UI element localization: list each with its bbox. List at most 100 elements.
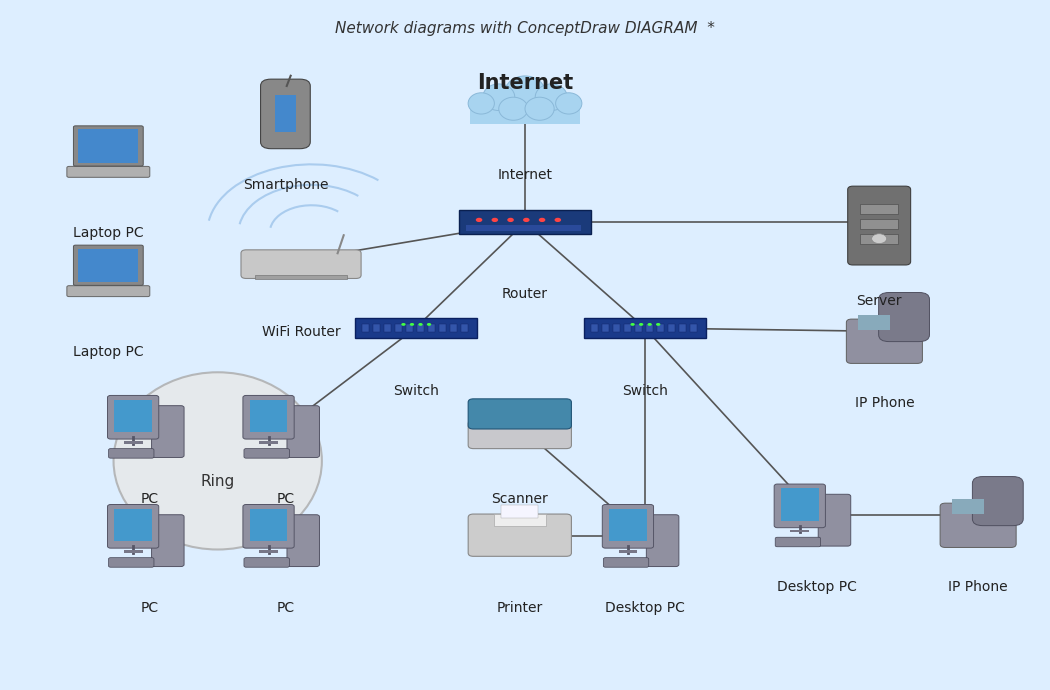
FancyBboxPatch shape xyxy=(244,448,290,458)
FancyBboxPatch shape xyxy=(847,186,910,265)
Bar xyxy=(461,324,468,333)
Circle shape xyxy=(476,218,482,222)
Bar xyxy=(406,324,414,333)
Bar xyxy=(427,324,435,333)
Circle shape xyxy=(491,218,498,222)
Bar xyxy=(690,324,697,333)
Bar xyxy=(384,324,392,333)
Ellipse shape xyxy=(555,92,582,114)
FancyBboxPatch shape xyxy=(468,420,571,448)
Bar xyxy=(791,530,810,533)
FancyBboxPatch shape xyxy=(879,293,929,342)
FancyBboxPatch shape xyxy=(151,406,184,457)
FancyBboxPatch shape xyxy=(108,558,154,567)
Circle shape xyxy=(410,323,414,326)
Bar xyxy=(609,509,647,542)
Text: Laptop PC: Laptop PC xyxy=(74,226,144,239)
Bar xyxy=(373,324,380,333)
Text: Printer: Printer xyxy=(497,600,543,615)
Circle shape xyxy=(554,218,561,222)
Bar xyxy=(668,324,675,333)
FancyBboxPatch shape xyxy=(107,395,159,439)
Bar xyxy=(449,324,457,333)
FancyBboxPatch shape xyxy=(584,318,706,337)
FancyBboxPatch shape xyxy=(774,484,825,528)
Circle shape xyxy=(427,323,432,326)
Circle shape xyxy=(872,234,886,244)
Text: PC: PC xyxy=(276,600,294,615)
Text: Server: Server xyxy=(857,294,902,308)
Bar xyxy=(602,324,609,333)
Bar xyxy=(395,324,402,333)
Text: Switch: Switch xyxy=(622,384,668,398)
FancyBboxPatch shape xyxy=(355,318,477,337)
Text: Router: Router xyxy=(502,287,548,301)
FancyBboxPatch shape xyxy=(243,504,294,548)
Bar xyxy=(250,400,288,432)
Ellipse shape xyxy=(113,373,322,549)
Text: IP Phone: IP Phone xyxy=(948,580,1008,594)
Bar xyxy=(624,324,631,333)
FancyBboxPatch shape xyxy=(468,399,571,429)
FancyBboxPatch shape xyxy=(242,250,361,279)
FancyBboxPatch shape xyxy=(287,406,319,457)
Bar xyxy=(114,509,152,542)
Ellipse shape xyxy=(483,84,514,110)
Bar xyxy=(124,550,143,553)
Bar xyxy=(657,324,665,333)
Bar xyxy=(124,441,143,444)
Ellipse shape xyxy=(536,84,567,110)
Bar xyxy=(952,499,984,514)
Circle shape xyxy=(656,323,660,326)
FancyBboxPatch shape xyxy=(459,210,590,234)
Bar xyxy=(362,324,370,333)
Bar xyxy=(860,204,898,214)
FancyBboxPatch shape xyxy=(108,448,154,458)
Text: Internet: Internet xyxy=(498,168,552,181)
FancyBboxPatch shape xyxy=(818,494,851,546)
Bar xyxy=(679,324,687,333)
Circle shape xyxy=(418,323,423,326)
FancyBboxPatch shape xyxy=(243,395,294,439)
Ellipse shape xyxy=(499,97,528,120)
Bar xyxy=(417,324,424,333)
Text: Internet: Internet xyxy=(477,72,573,92)
FancyBboxPatch shape xyxy=(972,477,1024,526)
Circle shape xyxy=(639,323,644,326)
Text: PC: PC xyxy=(276,491,294,506)
FancyBboxPatch shape xyxy=(151,515,184,566)
FancyBboxPatch shape xyxy=(79,129,139,163)
Ellipse shape xyxy=(525,97,554,120)
Bar xyxy=(618,550,637,553)
Bar xyxy=(259,441,278,444)
Bar xyxy=(613,324,621,333)
FancyBboxPatch shape xyxy=(468,514,571,556)
FancyBboxPatch shape xyxy=(67,286,150,297)
Ellipse shape xyxy=(468,92,495,114)
Text: Desktop PC: Desktop PC xyxy=(605,600,685,615)
FancyBboxPatch shape xyxy=(647,515,679,566)
FancyBboxPatch shape xyxy=(107,504,159,548)
FancyBboxPatch shape xyxy=(244,558,290,567)
FancyBboxPatch shape xyxy=(775,538,821,546)
FancyBboxPatch shape xyxy=(940,503,1016,547)
Circle shape xyxy=(507,218,513,222)
Bar xyxy=(501,504,539,518)
Circle shape xyxy=(648,323,652,326)
FancyBboxPatch shape xyxy=(287,515,319,566)
Bar xyxy=(469,104,581,124)
Bar xyxy=(860,219,898,229)
Bar xyxy=(858,315,890,330)
Text: PC: PC xyxy=(141,491,159,506)
FancyBboxPatch shape xyxy=(67,166,150,177)
Bar xyxy=(781,488,819,521)
Circle shape xyxy=(630,323,635,326)
Text: Laptop PC: Laptop PC xyxy=(74,345,144,359)
Circle shape xyxy=(523,218,529,222)
Ellipse shape xyxy=(505,76,545,110)
Bar xyxy=(494,514,546,526)
Bar xyxy=(275,95,296,132)
Bar xyxy=(860,234,898,244)
Text: Ring: Ring xyxy=(201,474,235,489)
Circle shape xyxy=(539,218,545,222)
